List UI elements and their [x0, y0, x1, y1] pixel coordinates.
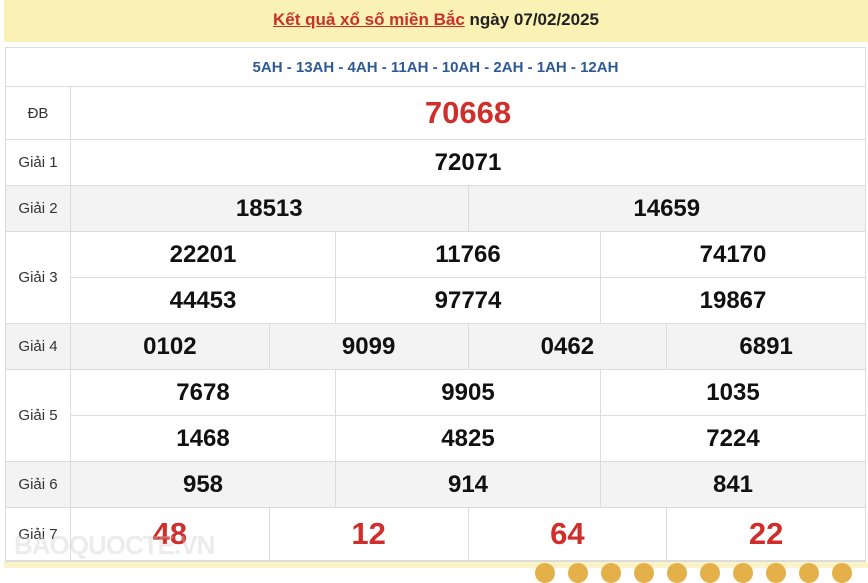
ball-icon [832, 563, 852, 583]
results-table: 5AH - 13AH - 4AH - 11AH - 10AH - 2AH - 1… [5, 47, 866, 562]
results-date: ngày 07/02/2025 [469, 10, 599, 29]
results-link[interactable]: Kết quả xổ số miền Bắc [273, 10, 465, 29]
prize-row-g4: Giải 4 0102 9099 0462 6891 [6, 324, 865, 370]
prize-number: 7678 [176, 378, 230, 406]
ball-icon [700, 563, 720, 583]
ball-icon [766, 563, 786, 583]
prize-label: ĐB [6, 87, 71, 139]
prize-number: 48 [152, 516, 188, 551]
prize-label: Giải 5 [6, 370, 71, 461]
prize-row-g5: Giải 5 7678 9905 1035 1468 4825 7224 [6, 370, 865, 462]
prize-number: 74170 [600, 232, 865, 277]
ball-icon [535, 563, 555, 583]
ball-icon [667, 563, 687, 583]
prize-number: 1035 [600, 370, 865, 415]
prize-number: 9905 [335, 370, 600, 415]
ball-icon [634, 563, 654, 583]
prize-row-g7: Giải 7 48 12 64 22 [6, 508, 865, 561]
prize-number: 6891 [666, 324, 865, 369]
prize-number: 0462 [467, 324, 667, 369]
ball-icon [568, 563, 588, 583]
prize-number: 19867 [600, 278, 865, 323]
prize-row-g3: Giải 3 22201 11766 74170 44453 97774 198… [6, 232, 865, 324]
prize-number: 958 [182, 470, 224, 498]
prize-number: 12 [268, 508, 468, 560]
prize-number: 97774 [335, 278, 600, 323]
prize-label: Giải 1 [6, 140, 71, 185]
prize-number: 14659 [467, 186, 866, 231]
results-title: Kết quả xổ số miền Bắc ngày 07/02/2025 [4, 0, 868, 42]
prize-number: 4825 [335, 416, 600, 461]
prize-number: 7224 [600, 416, 865, 461]
prize-number: 914 [335, 462, 600, 507]
ball-icon [799, 563, 819, 583]
prize-number: 70668 [424, 95, 512, 130]
ticket-codes: 5AH - 13AH - 4AH - 11AH - 10AH - 2AH - 1… [6, 48, 865, 87]
prize-label: Giải 4 [6, 324, 71, 369]
ball-icon [601, 563, 621, 583]
prize-row-g1: Giải 1 72071 [6, 140, 865, 186]
prize-row-g2: Giải 2 18513 14659 [6, 186, 865, 232]
prize-label: Giải 2 [6, 186, 71, 231]
prize-number: 22 [666, 508, 865, 560]
prize-row-db: ĐB 70668 [6, 87, 865, 140]
bottom-strip [4, 562, 868, 568]
prize-number: 841 [600, 462, 865, 507]
prize-number: 1468 [176, 424, 230, 452]
prize-number: 0102 [143, 332, 197, 360]
ball-icon [733, 563, 753, 583]
prize-label: Giải 6 [6, 462, 71, 507]
prize-number: 9099 [268, 324, 468, 369]
prize-number: 64 [467, 508, 667, 560]
prize-label: Giải 7 [6, 508, 71, 560]
prize-number: 72071 [434, 148, 502, 176]
prize-number: 11766 [335, 232, 600, 277]
prize-number: 22201 [169, 240, 237, 268]
prize-number: 44453 [169, 286, 237, 314]
prize-number: 18513 [235, 194, 303, 222]
prize-row-g6: Giải 6 958 914 841 [6, 462, 865, 508]
prize-label: Giải 3 [6, 232, 71, 323]
